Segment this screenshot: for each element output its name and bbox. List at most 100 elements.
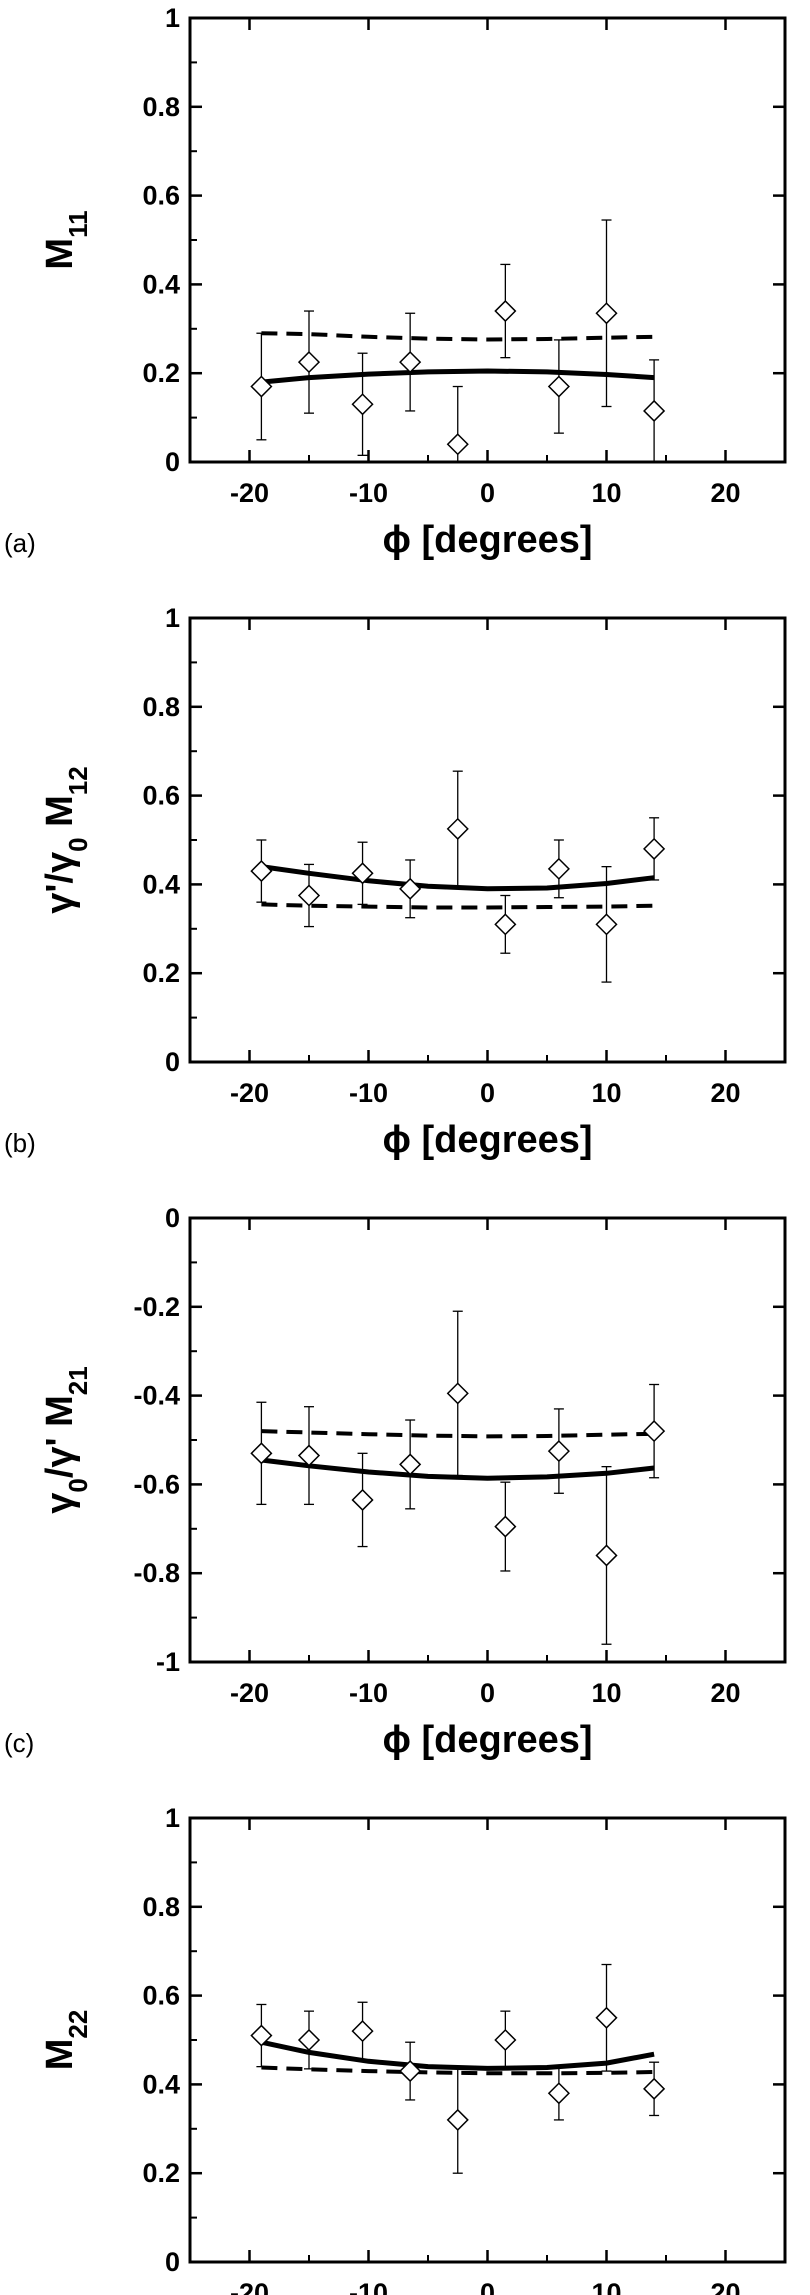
plot-frame — [188, 16, 787, 464]
data-point — [446, 2108, 469, 2131]
panel-label: (a) — [4, 528, 36, 558]
data-point — [643, 399, 666, 423]
panel-1: -20 -10 0 10 20 0 0.2 0.4 0.6 0.8 1 ϕ [degrees] (a) M… — [4, 3, 787, 561]
data-point — [595, 302, 618, 325]
data-point — [643, 2077, 666, 2100]
y-axis-title-subscript: 21 — [63, 1366, 93, 1395]
y-axis-title: M22 — [39, 2010, 93, 2071]
dashed-curve — [261, 1429, 655, 1439]
data-point — [250, 2024, 273, 2047]
y-tick-label: 0.4 — [142, 269, 180, 299]
data-point — [446, 1382, 469, 1405]
panel-3: -20 -10 0 10 20 -1 -0.8 -0.6 -0.4 -0.2 0 ϕ [degrees… — [4, 1203, 787, 1761]
y-axis-title-part: M — [39, 2039, 81, 2071]
data-point — [351, 862, 374, 885]
y-tick-label: -0.2 — [133, 1292, 180, 1322]
y-tick-label: -1 — [156, 1647, 180, 1677]
y-tick-label: 0 — [165, 2247, 180, 2277]
x-tick-label: -10 — [349, 1678, 388, 1708]
x-tick-label: 0 — [480, 478, 495, 508]
x-tick-label: -10 — [349, 1078, 388, 1108]
x-tick-label: -20 — [230, 1078, 269, 1108]
y-tick-label: 0.2 — [142, 358, 180, 388]
data-point — [547, 2082, 570, 2105]
data-point — [494, 2028, 517, 2052]
plot-frame — [188, 616, 787, 1064]
data-point — [297, 2028, 321, 2052]
y-tick-label: 1 — [165, 3, 180, 33]
data-point — [250, 1442, 273, 1465]
plot-frame — [188, 1216, 787, 1664]
data-point — [494, 913, 517, 936]
y-tick-label: -0.8 — [133, 1558, 180, 1588]
x-tick-label: -20 — [230, 1678, 269, 1708]
data-point — [297, 351, 321, 374]
data-point — [399, 351, 422, 374]
y-axis-title-subscript: 22 — [63, 2010, 93, 2039]
y-axis-title-part: M — [39, 238, 81, 270]
x-tick-label: 10 — [591, 1678, 621, 1708]
y-tick-label: 1 — [165, 1803, 180, 1833]
x-tick-label: 10 — [591, 478, 621, 508]
data-point — [250, 375, 273, 398]
data-point — [643, 837, 666, 860]
y-tick-label: 0.8 — [142, 1892, 180, 1922]
dashed-curve — [261, 331, 655, 342]
solid-curve — [261, 368, 655, 385]
y-axis-title: M11 — [39, 210, 93, 269]
x-tick-label: -20 — [230, 2278, 269, 2295]
y-axis-title: γ0/γ' M21 — [39, 1366, 93, 1513]
x-tick-label: -10 — [349, 2278, 388, 2295]
data-point — [595, 2006, 618, 2029]
y-tick-label: 0.2 — [142, 2158, 180, 2188]
y-tick-label: -0.6 — [133, 1469, 180, 1499]
x-tick-label: 20 — [710, 478, 740, 508]
y-axis-title-subscript: 12 — [63, 766, 93, 795]
dashed-curve — [261, 2065, 655, 2076]
panel-2: -20 -10 0 10 20 0 0.2 0.4 0.6 0.8 1 ϕ [degrees] (b) γ… — [4, 603, 787, 1161]
panel-label: (b) — [4, 1128, 36, 1158]
x-axis-title: ϕ [degrees] — [382, 519, 592, 561]
solid-curve — [260, 2039, 655, 2071]
y-tick-label: 0.6 — [142, 781, 180, 811]
data-point — [399, 877, 422, 900]
y-tick-label: 1 — [165, 603, 180, 633]
data-point — [547, 857, 570, 880]
y-tick-label: 0.8 — [142, 92, 180, 122]
y-axis-title-subscript: 11 — [63, 210, 93, 238]
x-tick-label: 20 — [710, 2278, 740, 2295]
data-point — [351, 393, 374, 416]
data-point — [494, 1515, 517, 1538]
data-point — [297, 884, 321, 907]
solid-curve — [261, 1457, 655, 1481]
y-axis-title-part: γ — [39, 1493, 81, 1514]
data-point — [547, 1440, 570, 1463]
y-tick-label: 0 — [165, 1203, 180, 1233]
y-tick-label: -0.4 — [133, 1381, 180, 1411]
x-tick-label: 20 — [710, 1078, 740, 1108]
y-axis-title-part: M — [39, 795, 81, 837]
x-tick-label: -20 — [230, 478, 269, 508]
data-point — [494, 299, 517, 323]
y-tick-label: 0 — [165, 1047, 180, 1077]
y-tick-label: 0.2 — [142, 958, 180, 988]
x-axis-title: ϕ [degrees] — [382, 1719, 592, 1761]
x-axis-title: ϕ [degrees] — [382, 1119, 592, 1161]
data-point — [446, 817, 469, 840]
y-tick-label: 0.6 — [142, 181, 180, 211]
x-tick-label: 0 — [480, 1078, 495, 1108]
y-axis-title-subscript: 0 — [63, 837, 93, 851]
y-tick-label: 0 — [165, 447, 180, 477]
y-axis-title-part: γ'/γ — [39, 852, 81, 914]
data-point — [643, 1420, 666, 1443]
x-tick-label: 20 — [710, 1678, 740, 1708]
x-tick-label: 10 — [591, 1078, 621, 1108]
dashed-curve — [261, 902, 655, 910]
y-axis-title: γ'/γ0 M12 — [39, 766, 93, 913]
y-tick-label: 0.4 — [142, 2069, 180, 2099]
y-axis-title-part: /γ' M — [39, 1395, 81, 1478]
x-tick-label: 0 — [480, 1678, 495, 1708]
plot-frame — [188, 1816, 787, 2264]
